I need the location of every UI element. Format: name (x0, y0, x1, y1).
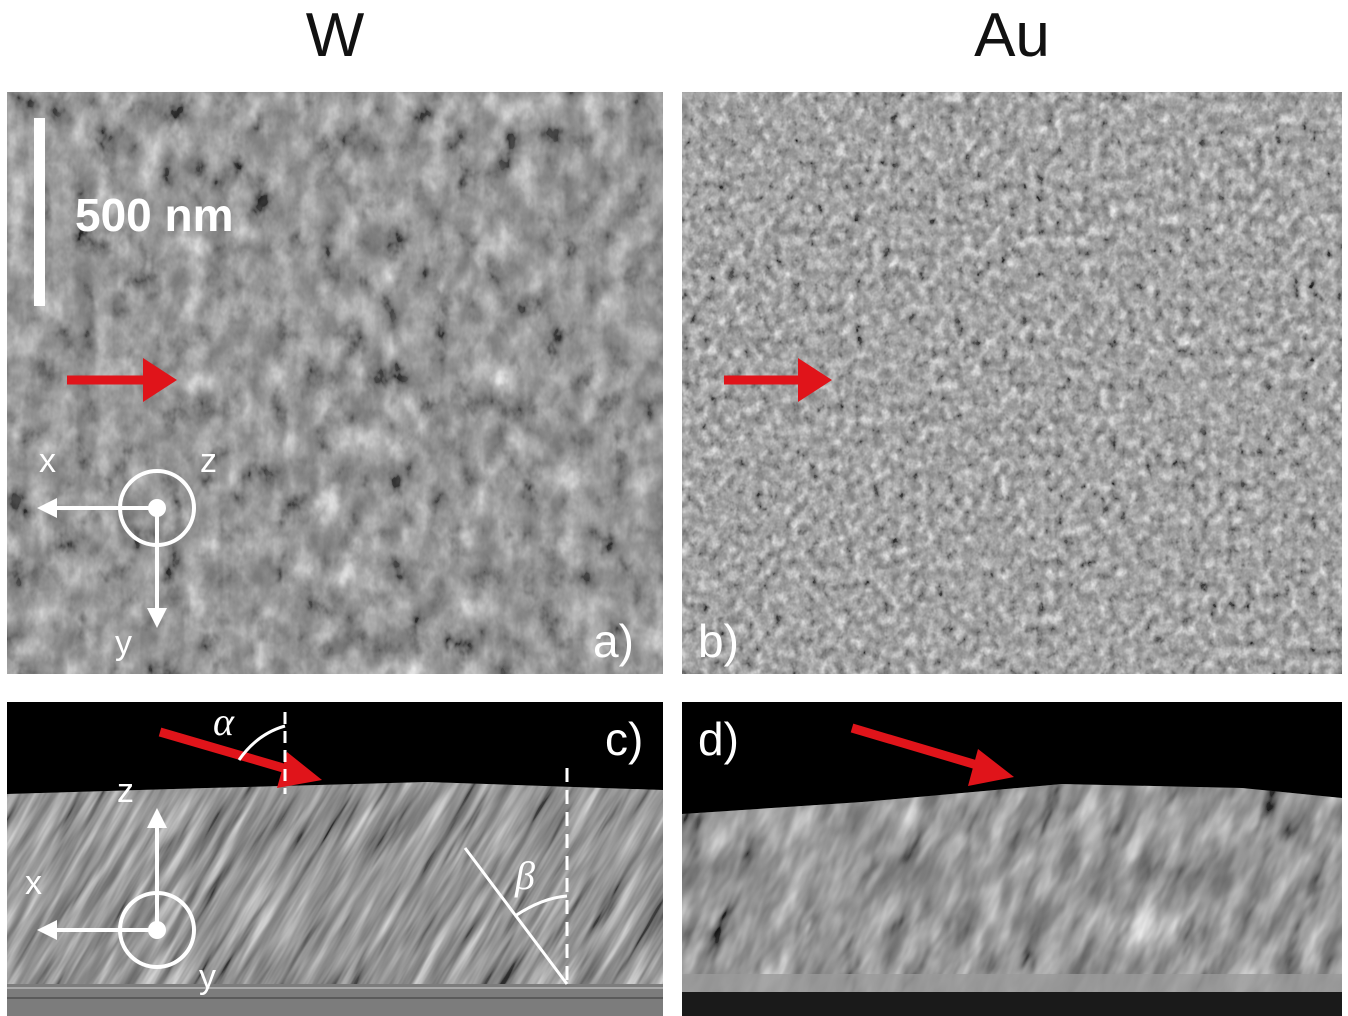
axis-y-label-a: y (115, 624, 132, 662)
axis-z-label-a: z (200, 442, 217, 480)
title-au: Au (974, 1, 1050, 70)
axis-y-label-c: y (199, 958, 216, 996)
alpha-label: α (213, 702, 234, 744)
panel-label-c: c) (605, 713, 644, 765)
panel-c-annotations (37, 712, 569, 985)
incidence-arrow-b (724, 358, 832, 402)
scale-bar (34, 118, 45, 306)
panel-b-au-top-view: b) (682, 92, 1342, 674)
panel-d-annotations (850, 723, 1014, 786)
panel-b-annotations (724, 358, 832, 402)
coordinate-axes-icon (52, 469, 196, 610)
sem-image-w-top (7, 92, 663, 674)
axis-x-label-a: x (39, 442, 56, 480)
sem-image-w-cross-section (7, 702, 663, 1016)
incidence-arrow-d (850, 723, 1014, 786)
beta-arc (514, 894, 568, 918)
scale-bar-label: 500 nm (75, 189, 234, 241)
panel-d-au-cross-section: d) (682, 702, 1342, 1016)
panel-label-b: b) (698, 615, 739, 667)
axis-z-label-c: z (117, 772, 134, 810)
incidence-arrow-c (158, 727, 322, 788)
title-w: W (305, 1, 365, 70)
panel-c-w-cross-section: α β z x y c) (7, 702, 663, 1016)
panel-label-a: a) (593, 615, 634, 667)
axis-x-label-c: x (25, 864, 42, 902)
incidence-arrow-a (67, 358, 177, 402)
panel-label-d: d) (698, 713, 739, 765)
alpha-arc (237, 724, 286, 761)
coordinate-axes-icon-c (52, 826, 196, 969)
beta-label: β (515, 853, 535, 898)
panel-a-w-top-view: 500 nm x z y a) (7, 92, 663, 674)
panel-a-annotations (34, 118, 196, 628)
sem-image-au-cross-section (682, 702, 1342, 1016)
